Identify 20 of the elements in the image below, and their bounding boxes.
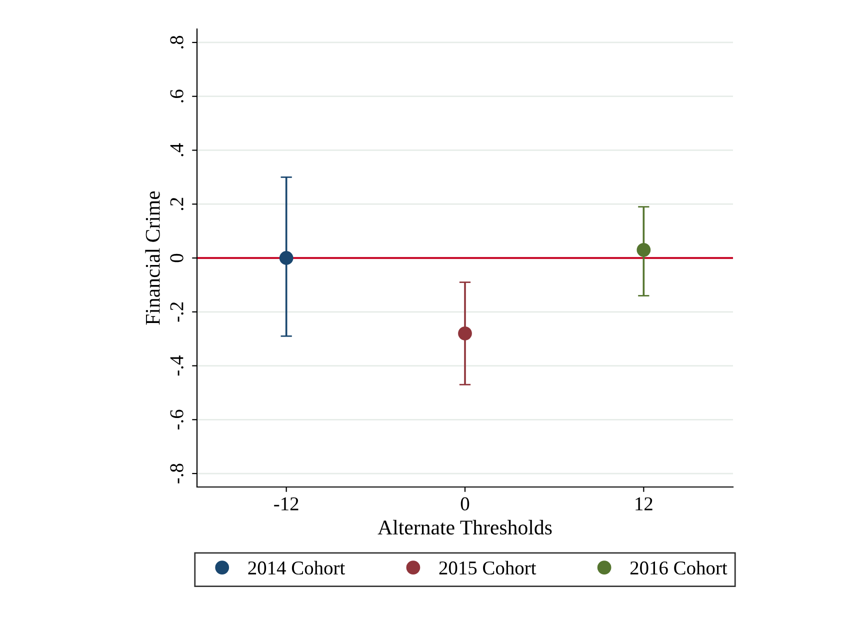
y-tick-label: .8 [170,36,184,48]
point [279,251,294,265]
x-tick-label: 0 [460,497,470,510]
y-tick-label: -.8 [170,464,184,484]
legend-label: 2015 Cohort [439,560,536,575]
y-tick-label: 0 [170,254,184,262]
x-tick-label: 12 [636,497,652,510]
x-tick-label: -12 [274,497,298,510]
y-tick-label: .4 [170,143,184,156]
y-tick-label: -.2 [170,302,184,322]
legend-label: 2016 Cohort [630,560,728,575]
legend-label: 2014 Cohort [248,560,346,575]
point [636,242,651,257]
y-axis-title: Financial Crime [145,191,160,325]
y-tick-label: -.6 [170,410,184,430]
point [458,326,472,340]
y-tick-label: .6 [170,90,184,102]
y-tick-label: -.4 [170,356,184,376]
x-axis-title: Alternate Thresholds [378,520,552,535]
y-tick-label: .2 [170,198,184,210]
